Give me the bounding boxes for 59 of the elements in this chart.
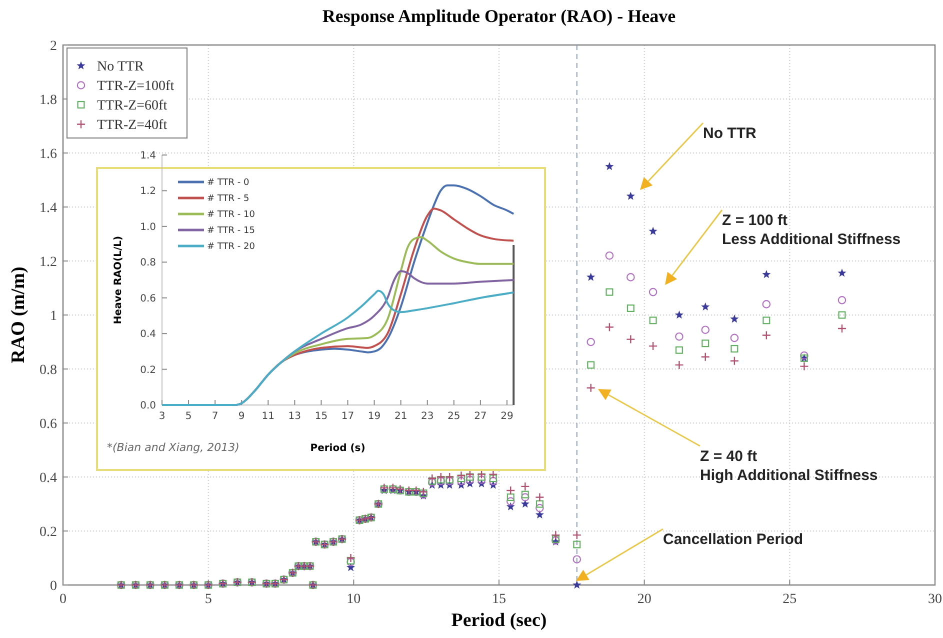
y-tick-label: 2: [50, 38, 57, 54]
legend-label: TTR-Z=100ft: [97, 79, 174, 94]
y-tick-label: 0.2: [40, 524, 57, 540]
legend-label: # TTR - 20: [207, 242, 256, 252]
legend-label: # TTR - 5: [207, 194, 250, 204]
x-tick-label: 21: [394, 411, 408, 422]
y-tick-label: 1: [50, 308, 57, 324]
y-tick-label: 0: [50, 578, 57, 594]
y-tick-label: 0.6: [40, 416, 57, 432]
annotation: Z = 100 ft Less Additional Stiffness: [722, 212, 901, 248]
x-tick-label: 13: [288, 411, 302, 422]
x-tick-label: 23: [420, 411, 434, 422]
y-tick-label: 0.4: [40, 470, 57, 486]
chart-title: Response Amplitude Operator (RAO) - Heave: [322, 6, 676, 26]
y-tick-label: 0.4: [140, 329, 156, 340]
x-tick-label: 25: [782, 592, 797, 607]
x-tick-label: 19: [368, 411, 381, 422]
x-tick-label: 5: [204, 592, 212, 607]
x-axis-title: Period (sec): [451, 610, 547, 631]
y-axis-title: Heave RAO(L/L): [113, 236, 124, 324]
annotation: No TTR: [703, 125, 756, 142]
annotation: *(Bian and Xiang, 2013): [107, 441, 240, 454]
x-tick-label: 10: [346, 592, 361, 607]
y-tick-label: 1.0: [140, 222, 156, 233]
legend-label: # TTR - 15: [207, 226, 255, 236]
legend-label: TTR-Z=40ft: [97, 118, 168, 134]
y-tick-label: 1.4: [40, 200, 57, 216]
y-tick-label: 0.8: [40, 362, 57, 378]
y-tick-label: 1.8: [40, 92, 57, 108]
x-tick-label: 15: [314, 411, 328, 422]
x-tick-label: 7: [212, 411, 218, 422]
legend-label: # TTR - 10: [207, 210, 256, 220]
x-tick-label: 11: [262, 411, 275, 422]
legend-label: No TTR: [97, 60, 144, 75]
y-tick-label: 1.2: [140, 186, 156, 198]
annotation: Z = 40 ft High Additional Stiffness: [700, 448, 878, 484]
x-tick-label: 9: [238, 411, 245, 422]
x-tick-label: 29: [500, 411, 514, 422]
legend-label: # TTR - 0: [207, 178, 250, 188]
x-tick-label: 0: [60, 592, 66, 607]
x-tick-label: 30: [928, 592, 942, 607]
y-tick-label: 1.2: [40, 254, 57, 270]
y-tick-label: 1.6: [40, 146, 57, 162]
x-tick-label: 15: [492, 592, 506, 607]
x-tick-label: 20: [637, 592, 652, 607]
y-tick-label: 0.6: [140, 293, 156, 304]
x-tick-label: 3: [158, 411, 166, 422]
y-tick-label: 0.8: [140, 258, 156, 269]
y-tick-label: 0.2: [140, 364, 156, 376]
x-axis-title: Period (s): [310, 443, 366, 454]
y-tick-label: 0.0: [140, 400, 156, 412]
legend-label: TTR-Z=60ft: [97, 98, 168, 114]
y-tick-label: 1.4: [140, 150, 156, 162]
y-axis-title: RAO (m/m): [8, 266, 29, 364]
annotation: Cancellation Period: [663, 531, 804, 548]
x-tick-label: 25: [448, 411, 460, 422]
x-tick-label: 17: [341, 411, 354, 422]
x-tick-label: 27: [474, 411, 487, 422]
x-tick-label: 5: [185, 411, 192, 422]
